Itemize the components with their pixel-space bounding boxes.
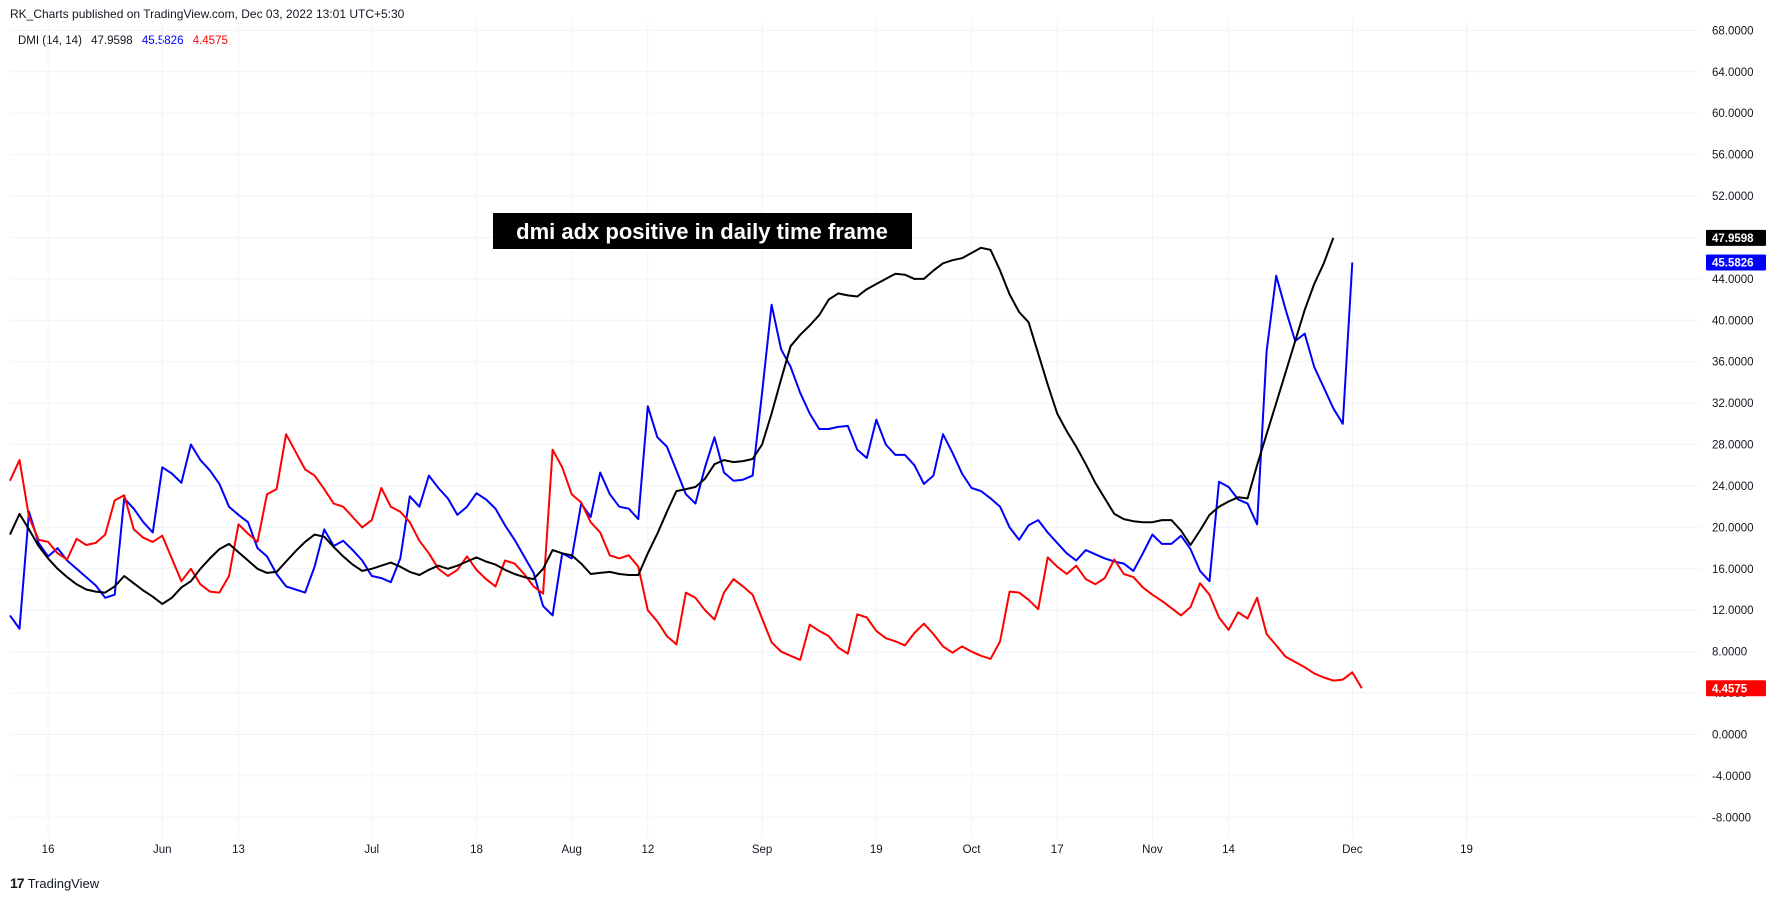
- x-tick-label: Aug: [561, 844, 581, 856]
- x-tick-label: Jun: [153, 844, 172, 856]
- y-tick-label: 68.0000: [1712, 25, 1754, 37]
- y-tick-label: 12.0000: [1712, 605, 1754, 617]
- legend-indicator-name: DMI (14, 14): [18, 35, 82, 47]
- x-tick-label: 14: [1222, 844, 1235, 856]
- x-tick-label: 16: [42, 844, 55, 856]
- y-tick-label: -8.0000: [1712, 812, 1751, 824]
- x-tick-label: 12: [641, 844, 654, 856]
- y-tick-label: 0.0000: [1712, 729, 1747, 741]
- x-tick-label: Jul: [364, 844, 379, 856]
- legend-minus-di-value: 4.4575: [192, 35, 228, 47]
- y-tick-label: 52.0000: [1712, 191, 1754, 203]
- x-tick-label: 18: [470, 844, 483, 856]
- y-tick-label: 24.0000: [1712, 481, 1754, 493]
- y-tick-label: 16.0000: [1712, 564, 1754, 576]
- y-tick-label: 40.0000: [1712, 315, 1754, 327]
- legend-adx-value: 47.9598: [91, 35, 133, 47]
- y-tick-label: 36.0000: [1712, 357, 1754, 369]
- y-tick-label: 20.0000: [1712, 522, 1754, 534]
- y-tick-label: 44.0000: [1712, 274, 1754, 286]
- x-tick-label: Dec: [1342, 844, 1363, 856]
- annotation-background: [493, 213, 912, 249]
- y-tick-label: 32.0000: [1712, 398, 1754, 410]
- badge-adx: 47.9598: [1706, 229, 1766, 246]
- x-tick-label: 19: [870, 844, 883, 856]
- x-tick-label: 17: [1051, 844, 1064, 856]
- published-header: RK_Charts published on TradingView.com, …: [10, 7, 405, 21]
- y-tick-label: 64.0000: [1712, 67, 1754, 79]
- x-tick-label: Sep: [752, 844, 772, 856]
- last-value-badges: 45.5826 4.4575 47.9598: [1706, 229, 1766, 697]
- y-tick-label: 60.0000: [1712, 108, 1754, 120]
- badge-label-plus_di: 45.5826: [1712, 257, 1754, 269]
- y-tick-label: 56.0000: [1712, 150, 1754, 162]
- x-tick-label: 13: [232, 844, 245, 856]
- chart-grid: [10, 20, 1700, 838]
- chart-lines: [9, 237, 1363, 689]
- brand-label: TradingView: [27, 875, 100, 891]
- series-line-plus_di: [9, 262, 1354, 630]
- series-line-adx: [9, 237, 1335, 605]
- annotation-box[interactable]: dmi adx positive in daily time frame: [493, 213, 912, 249]
- x-tick-label: 19: [1460, 844, 1473, 856]
- tradingview-logo[interactable]: 17 TradingView: [10, 875, 99, 891]
- badge-label-minus_di: 4.4575: [1712, 683, 1748, 695]
- badge-minus_di: 4.4575: [1706, 680, 1766, 697]
- annotation-text: dmi adx positive in daily time frame: [516, 219, 888, 244]
- x-tick-label: Nov: [1142, 844, 1163, 856]
- x-tick-label: Oct: [963, 844, 982, 856]
- y-tick-label: -4.0000: [1712, 771, 1751, 783]
- badge-label-adx: 47.9598: [1712, 233, 1754, 245]
- y-tick-label: 28.0000: [1712, 440, 1754, 452]
- y-tick-label: 8.0000: [1712, 647, 1747, 659]
- x-axis: 16 Jun 13 Jul 18 Aug 12 Sep 19 Oct 17 Nov 14 Dec 19: [42, 844, 1473, 856]
- badge-plus_di: 45.5826: [1706, 254, 1766, 271]
- tradingview-logo-icon: 17: [10, 875, 25, 891]
- y-axis: 68.000064.000060.000056.000052.000048.00…: [1712, 25, 1754, 824]
- series-line-minus_di: [9, 433, 1363, 689]
